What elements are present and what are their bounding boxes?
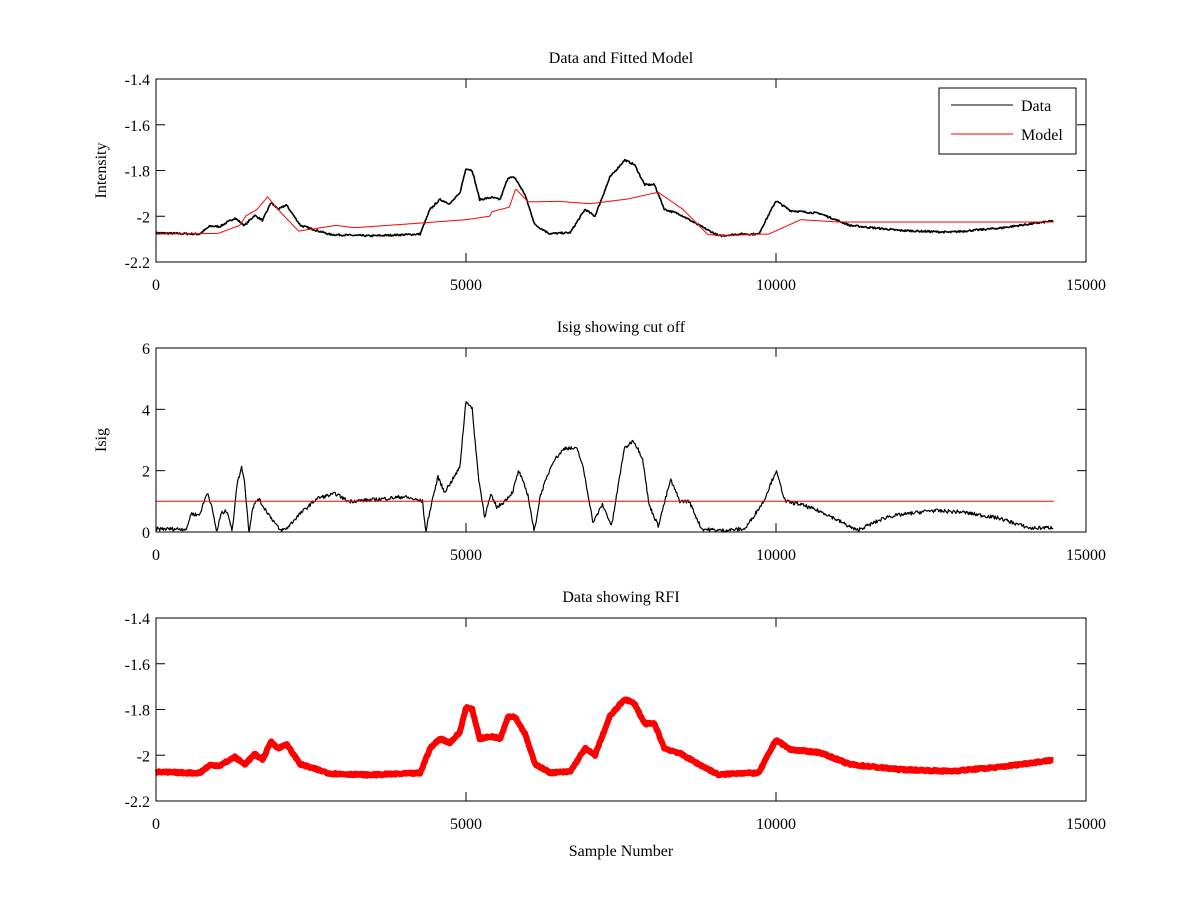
- y-tick-label: 0: [142, 525, 150, 542]
- y-tick-label: -2: [137, 209, 150, 226]
- axes-frame: [155, 347, 1087, 533]
- x-tick-label: 0: [152, 547, 160, 564]
- series-line-data: [153, 696, 1056, 779]
- y-tick-label: -1.6: [125, 657, 150, 674]
- chart-title: Isig showing cut off: [557, 319, 686, 336]
- legend: Data Model: [938, 87, 1077, 155]
- y-tick-label: 4: [142, 402, 150, 419]
- series-line-data: [155, 158, 1054, 238]
- x-tick-label: 10000: [756, 277, 796, 294]
- subplot-1: Data and Fitted Model 0 5000 10000 15000 -2.2…: [93, 50, 1106, 294]
- y-tick-label: -1.6: [125, 118, 150, 135]
- y-tick-label: 2: [142, 464, 150, 481]
- subplot-3: Data showing RFI 0 5000 10000 15000 -2.2 -2 -1.…: [125, 589, 1106, 860]
- y-tick-label: -1.4: [125, 611, 150, 628]
- chart-title: Data showing RFI: [562, 589, 679, 606]
- y-axis-label: Intensity: [93, 143, 110, 199]
- series-line-model: [156, 188, 1054, 237]
- legend-label: Data: [1021, 98, 1051, 115]
- y-tick-label: -1.8: [125, 164, 150, 181]
- y-tick-label: -2.2: [125, 794, 150, 811]
- y-tick-label: 6: [142, 341, 150, 358]
- y-tick-label: -1.8: [125, 703, 150, 720]
- y-tick-label: -1.4: [125, 72, 150, 89]
- x-tick-label: 15000: [1066, 816, 1106, 833]
- series-line-isig: [155, 401, 1054, 533]
- x-tick-label: 15000: [1066, 547, 1106, 564]
- legend-label: Model: [1021, 127, 1063, 144]
- y-tick-label: -2: [137, 748, 150, 765]
- x-tick-label: 5000: [450, 277, 482, 294]
- x-tick-label: 0: [152, 277, 160, 294]
- y-axis-label: Isig: [93, 428, 110, 452]
- x-tick-label: 0: [152, 816, 160, 833]
- x-tick-label: 10000: [756, 816, 796, 833]
- chart-title: Data and Fitted Model: [549, 50, 694, 67]
- subplot-2: Isig showing cut off 0 5000 10000 15000 0 2 4 6 I…: [93, 319, 1106, 564]
- x-tick-label: 5000: [450, 547, 482, 564]
- x-tick-label: 10000: [756, 547, 796, 564]
- legend-box: [938, 87, 1077, 155]
- y-tick-label: -2.2: [125, 255, 150, 272]
- x-tick-label: 15000: [1066, 277, 1106, 294]
- x-axis-label: Sample Number: [569, 843, 674, 860]
- x-tick-label: 5000: [450, 816, 482, 833]
